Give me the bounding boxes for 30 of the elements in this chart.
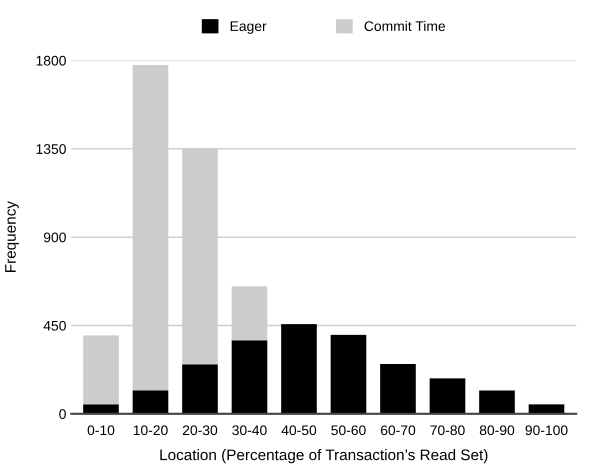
bar	[330, 334, 366, 414]
y-tick-label: 1800	[36, 56, 66, 66]
x-tick-label: 30-40	[232, 425, 267, 436]
x-tick-label: 0-10	[88, 425, 114, 436]
y-tick-label: 900	[44, 232, 66, 242]
bar	[528, 404, 564, 414]
bar	[430, 378, 466, 414]
x-tick-label: 50-60	[331, 425, 366, 436]
x-tick-label: 40-50	[282, 425, 316, 436]
bar	[380, 364, 416, 414]
y-tick-label: 1350	[36, 144, 66, 154]
bar	[132, 390, 168, 414]
bar	[83, 404, 119, 414]
x-tick-label: 20-30	[182, 425, 218, 436]
y-axis-title: Frequency	[5, 201, 19, 272]
y-tick-label: 450	[44, 320, 66, 331]
y-tick-label: 0	[59, 409, 66, 420]
bar	[83, 335, 119, 404]
legend-label: Eager	[230, 21, 266, 34]
bar	[182, 364, 218, 414]
x-tick-label: 90-100	[526, 425, 568, 436]
bar	[232, 340, 268, 414]
bar	[479, 390, 515, 414]
x-tick-label: 10-20	[134, 425, 168, 436]
x-axis-title: Location (Percentage of Transaction’s Read Set)	[160, 449, 488, 464]
x-tick-label: 80-90	[480, 425, 514, 436]
bar	[281, 324, 317, 414]
legend-label: Commit Time	[364, 20, 446, 32]
x-tick-label: 70-80	[430, 425, 465, 436]
x-tick-label: 60-70	[380, 425, 416, 436]
